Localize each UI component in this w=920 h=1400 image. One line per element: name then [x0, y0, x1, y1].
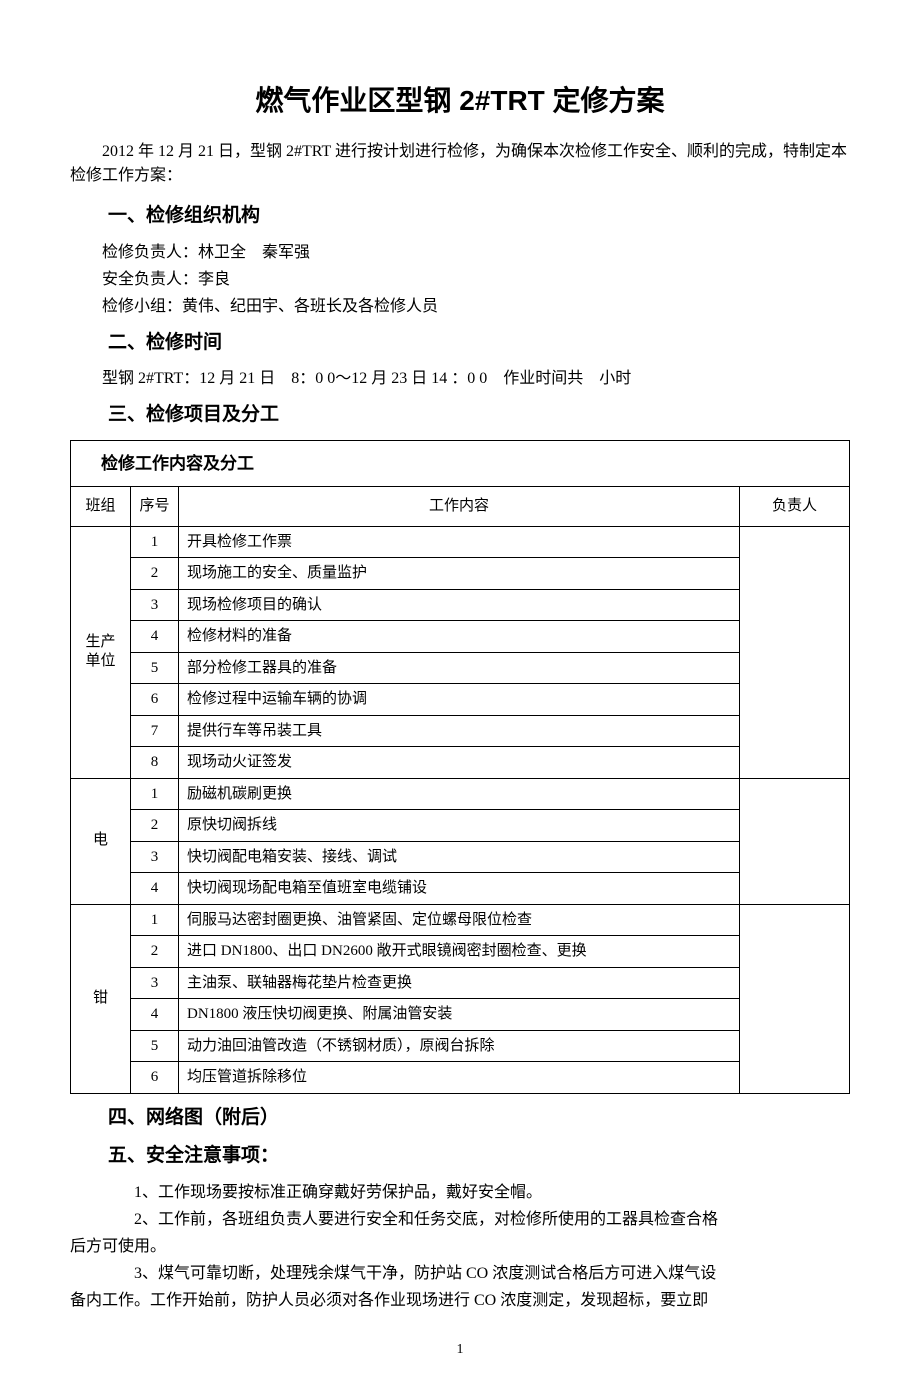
cell-no: 3 [131, 967, 179, 999]
cell-work: 进口 DN1800、出口 DN2600 敞开式眼镜阀密封圈检查、更换 [179, 936, 740, 968]
section-4-heading: 四、网络图（附后） [70, 1104, 850, 1133]
cell-no: 2 [131, 810, 179, 842]
table-row: 3 主油泵、联轴器梅花垫片检查更换 [71, 967, 850, 999]
cell-work: 快切阀配电箱安装、接线、调试 [179, 841, 740, 873]
cell-work: 检修过程中运输车辆的协调 [179, 684, 740, 716]
table-row: 2 原快切阀拆线 [71, 810, 850, 842]
section-1-heading: 一、检修组织机构 [70, 202, 850, 231]
table-row: 8 现场动火证签发 [71, 747, 850, 779]
cell-work: 伺服马达密封圈更换、油管紧固、定位螺母限位检查 [179, 904, 740, 936]
cell-work: 开具检修工作票 [179, 526, 740, 558]
cell-no: 5 [131, 1030, 179, 1062]
cell-work: 励磁机碳刷更换 [179, 778, 740, 810]
table-row: 3 快切阀配电箱安装、接线、调试 [71, 841, 850, 873]
cell-work: 检修材料的准备 [179, 621, 740, 653]
team-cell-fitter: 钳 [71, 904, 131, 1093]
sec1-line-2: 安全负责人：李良 [70, 268, 850, 292]
sec2-line-1: 型钢 2#TRT：12 月 21 日 8：0 0～12 月 23 日 14 ：0… [70, 367, 850, 391]
cell-no: 4 [131, 873, 179, 905]
safety-note-3a: 3、煤气可靠切断，处理残余煤气干净，防护站 CO 浓度测试合格后方可进入煤气设 [70, 1262, 850, 1286]
cell-work: 原快切阀拆线 [179, 810, 740, 842]
cell-no: 1 [131, 778, 179, 810]
cell-no: 4 [131, 999, 179, 1031]
table-row: 6 均压管道拆除移位 [71, 1062, 850, 1094]
cell-no: 7 [131, 715, 179, 747]
sec1-line-1: 检修负责人：林卫全 秦军强 [70, 241, 850, 265]
cell-resp [740, 526, 850, 778]
th-no: 序号 [131, 487, 179, 527]
cell-work: 动力油回油管改造（不锈钢材质），原阀台拆除 [179, 1030, 740, 1062]
team-label-line: 生产 [85, 634, 115, 650]
th-resp: 负责人 [740, 487, 850, 527]
table-row: 6 检修过程中运输车辆的协调 [71, 684, 850, 716]
section-3-heading: 三、检修项目及分工 [70, 401, 850, 430]
cell-no: 4 [131, 621, 179, 653]
table-caption: 检修工作内容及分工 [71, 440, 850, 487]
safety-note-3b: 备内工作。工作开始前，防护人员必须对各作业现场进行 CO 浓度测定，发现超标，要… [70, 1289, 850, 1313]
work-table: 检修工作内容及分工 班组 序号 工作内容 负责人 生产 单位 1 开具检修工作票… [70, 440, 850, 1094]
cell-no: 3 [131, 589, 179, 621]
safety-note-2a: 2、工作前，各班组负责人要进行安全和任务交底，对检修所使用的工器具检查合格 [70, 1208, 850, 1232]
table-row: 3 现场检修项目的确认 [71, 589, 850, 621]
table-row: 生产 单位 1 开具检修工作票 [71, 526, 850, 558]
table-row: 4 快切阀现场配电箱至值班室电缆铺设 [71, 873, 850, 905]
cell-work: 现场施工的安全、质量监护 [179, 558, 740, 590]
page-title: 燃气作业区型钢 2#TRT 定修方案 [70, 80, 850, 122]
cell-work: DN1800 液压快切阀更换、附属油管安装 [179, 999, 740, 1031]
table-row: 5 部分检修工器具的准备 [71, 652, 850, 684]
table-row: 4 DN1800 液压快切阀更换、附属油管安装 [71, 999, 850, 1031]
table-caption-row: 检修工作内容及分工 [71, 440, 850, 487]
team-cell-prod: 生产 单位 [71, 526, 131, 778]
cell-work: 现场检修项目的确认 [179, 589, 740, 621]
cell-no: 6 [131, 1062, 179, 1094]
cell-work: 部分检修工器具的准备 [179, 652, 740, 684]
cell-no: 5 [131, 652, 179, 684]
cell-no: 8 [131, 747, 179, 779]
table-row: 4 检修材料的准备 [71, 621, 850, 653]
team-cell-elec: 电 [71, 778, 131, 904]
table-header-row: 班组 序号 工作内容 负责人 [71, 487, 850, 527]
team-label-line: 单位 [85, 653, 115, 669]
cell-work: 快切阀现场配电箱至值班室电缆铺设 [179, 873, 740, 905]
table-row: 电 1 励磁机碳刷更换 [71, 778, 850, 810]
cell-no: 1 [131, 904, 179, 936]
table-row: 2 进口 DN1800、出口 DN2600 敞开式眼镜阀密封圈检查、更换 [71, 936, 850, 968]
table-row: 7 提供行车等吊装工具 [71, 715, 850, 747]
cell-no: 6 [131, 684, 179, 716]
table-row: 钳 1 伺服马达密封圈更换、油管紧固、定位螺母限位检查 [71, 904, 850, 936]
sec1-line-3: 检修小组：黄伟、纪田宇、各班长及各检修人员 [70, 295, 850, 319]
cell-resp [740, 778, 850, 904]
table-row: 2 现场施工的安全、质量监护 [71, 558, 850, 590]
intro-paragraph: 2012 年 12 月 21 日，型钢 2#TRT 进行按计划进行检修，为确保本… [70, 140, 850, 188]
th-work: 工作内容 [179, 487, 740, 527]
cell-no: 2 [131, 936, 179, 968]
section-2-heading: 二、检修时间 [70, 329, 850, 358]
cell-no: 3 [131, 841, 179, 873]
cell-no: 2 [131, 558, 179, 590]
page-number: 1 [70, 1339, 850, 1360]
cell-work: 提供行车等吊装工具 [179, 715, 740, 747]
cell-work: 均压管道拆除移位 [179, 1062, 740, 1094]
safety-note-1: 1、工作现场要按标准正确穿戴好劳保护品，戴好安全帽。 [70, 1181, 850, 1205]
cell-no: 1 [131, 526, 179, 558]
safety-note-2b: 后方可使用。 [70, 1235, 850, 1259]
th-team: 班组 [71, 487, 131, 527]
table-row: 5 动力油回油管改造（不锈钢材质），原阀台拆除 [71, 1030, 850, 1062]
cell-resp [740, 904, 850, 1093]
section-5-heading: 五、安全注意事项： [70, 1142, 850, 1171]
cell-work: 现场动火证签发 [179, 747, 740, 779]
cell-work: 主油泵、联轴器梅花垫片检查更换 [179, 967, 740, 999]
